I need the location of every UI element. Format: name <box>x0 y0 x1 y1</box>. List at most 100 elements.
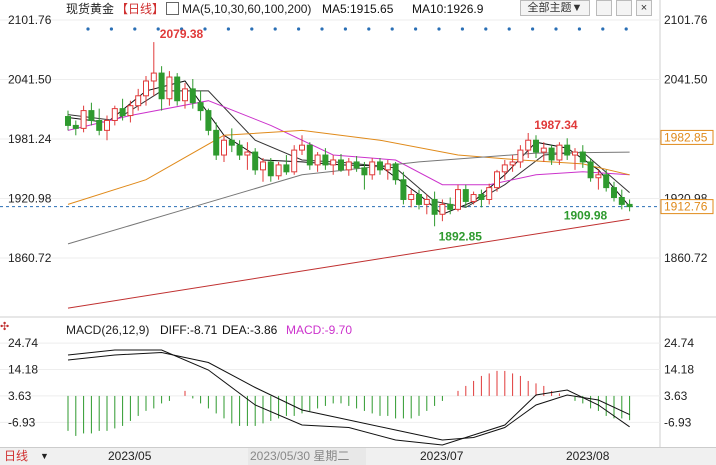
candle-body <box>439 203 446 215</box>
candle-body <box>143 80 149 97</box>
macd-dea: DEA:-3.86 <box>222 323 278 337</box>
y-tick-right: 1860.72 <box>664 251 708 265</box>
candle-body <box>369 161 376 176</box>
y-tick-right: 2101.76 <box>664 13 708 27</box>
candle-body <box>478 194 485 200</box>
signal-dot <box>343 27 347 31</box>
candle-body <box>135 95 142 107</box>
candle-body <box>345 161 352 171</box>
signal-dot <box>367 27 371 31</box>
signal-dot <box>460 27 464 31</box>
candle-body <box>540 147 547 153</box>
y-tick-right: 2041.50 <box>664 73 708 87</box>
candle-body <box>501 164 508 173</box>
macd-params: MACD(26,12,9) <box>66 323 150 337</box>
signal-dot <box>437 27 441 31</box>
signal-dot <box>601 27 605 31</box>
candle-body <box>104 119 110 131</box>
candle-body <box>618 196 625 205</box>
candle-body <box>299 144 305 151</box>
ma-toggle-icon[interactable] <box>166 2 179 15</box>
candle-body <box>275 164 282 177</box>
candle-body <box>158 72 165 100</box>
macd-value: MACD:-9.70 <box>286 323 353 337</box>
y-tick-left: 1860.72 <box>8 251 52 265</box>
candle-body <box>603 174 610 189</box>
window-split-button[interactable] <box>616 0 632 16</box>
extreme-annotation: 2079.38 <box>160 27 204 41</box>
candle-body <box>384 163 391 171</box>
candle-body <box>80 110 87 129</box>
candle-body <box>260 161 266 171</box>
signal-dot <box>250 27 254 31</box>
month-label-2023-05: 2023/05 <box>108 449 152 463</box>
signal-dot <box>203 27 207 31</box>
candle-body <box>182 88 188 102</box>
candle-body <box>174 76 181 102</box>
candle-body <box>111 108 118 121</box>
candle-body <box>236 144 243 156</box>
candle-body <box>291 149 298 173</box>
candle-body <box>572 151 578 156</box>
macd-tick-left: -6.93 <box>8 415 36 429</box>
candle-body <box>455 189 461 210</box>
signal-dot <box>390 27 394 31</box>
candle-body <box>127 105 134 117</box>
candle-body <box>431 198 438 215</box>
candle-body <box>377 161 383 171</box>
candle-body <box>228 139 235 146</box>
candle-body <box>197 102 204 112</box>
signal-dot <box>624 27 628 31</box>
date-axis-bar: 日线 ▼ 2023/05 2023/05/30 星期二 2023/07 2023… <box>0 447 716 465</box>
candle-body <box>283 164 290 173</box>
candle-body <box>338 159 344 171</box>
candle-body <box>587 161 594 179</box>
ma-line-ma30 <box>67 100 630 186</box>
theme-menu-button[interactable]: 全部主题▼ <box>520 0 590 16</box>
candle-body <box>533 139 539 153</box>
candle-body <box>150 72 157 82</box>
window-restore-button[interactable] <box>596 0 612 16</box>
signal-dot <box>577 27 582 31</box>
candle-body <box>564 144 571 156</box>
cursor-date-label: 2023/05/30 星期二 <box>248 448 366 465</box>
signal-dot <box>133 27 137 31</box>
candle-body <box>595 174 602 179</box>
chevron-down-icon[interactable]: ▼ <box>40 451 49 461</box>
candle-body <box>96 119 103 131</box>
window-close-button[interactable]: × <box>636 0 652 16</box>
signal-dot <box>226 27 230 31</box>
candle-body <box>244 151 251 156</box>
candle-body <box>392 163 399 181</box>
signal-dot <box>180 27 184 31</box>
macd-tick-left: 3.63 <box>8 389 32 403</box>
candle-body <box>408 194 415 200</box>
period-label[interactable]: 【日线】 <box>116 2 165 16</box>
y-tick-left: 1920.98 <box>8 192 52 206</box>
signal-dot <box>320 27 324 31</box>
macd-line-dea <box>67 351 630 441</box>
candle-body <box>252 151 259 171</box>
settings-gear-icon[interactable]: ✣ <box>0 321 10 333</box>
candle-body <box>525 139 532 151</box>
month-label-2023-07: 2023/07 <box>420 449 464 463</box>
candle-body <box>626 203 633 208</box>
macd-tick-right: 3.63 <box>664 389 688 403</box>
candle-body <box>189 88 196 104</box>
period-mode-label[interactable]: 日线 <box>4 449 29 463</box>
candle-body <box>353 161 360 169</box>
signal-dot <box>86 27 90 31</box>
candle-body <box>447 203 454 210</box>
signal-dot <box>156 27 160 31</box>
macd-diff: DIFF:-8.71 <box>160 323 218 337</box>
month-label-2023-08: 2023/08 <box>566 449 610 463</box>
candle-body <box>423 198 430 205</box>
candle-body <box>579 151 586 163</box>
macd-line-diff <box>67 349 630 446</box>
price-tag-last-text: 1912.76 <box>664 200 708 214</box>
ma-line-ma200 <box>67 218 630 309</box>
y-tick-left: 1981.24 <box>8 132 52 146</box>
candle-body <box>517 149 524 163</box>
candle-body <box>486 187 493 200</box>
